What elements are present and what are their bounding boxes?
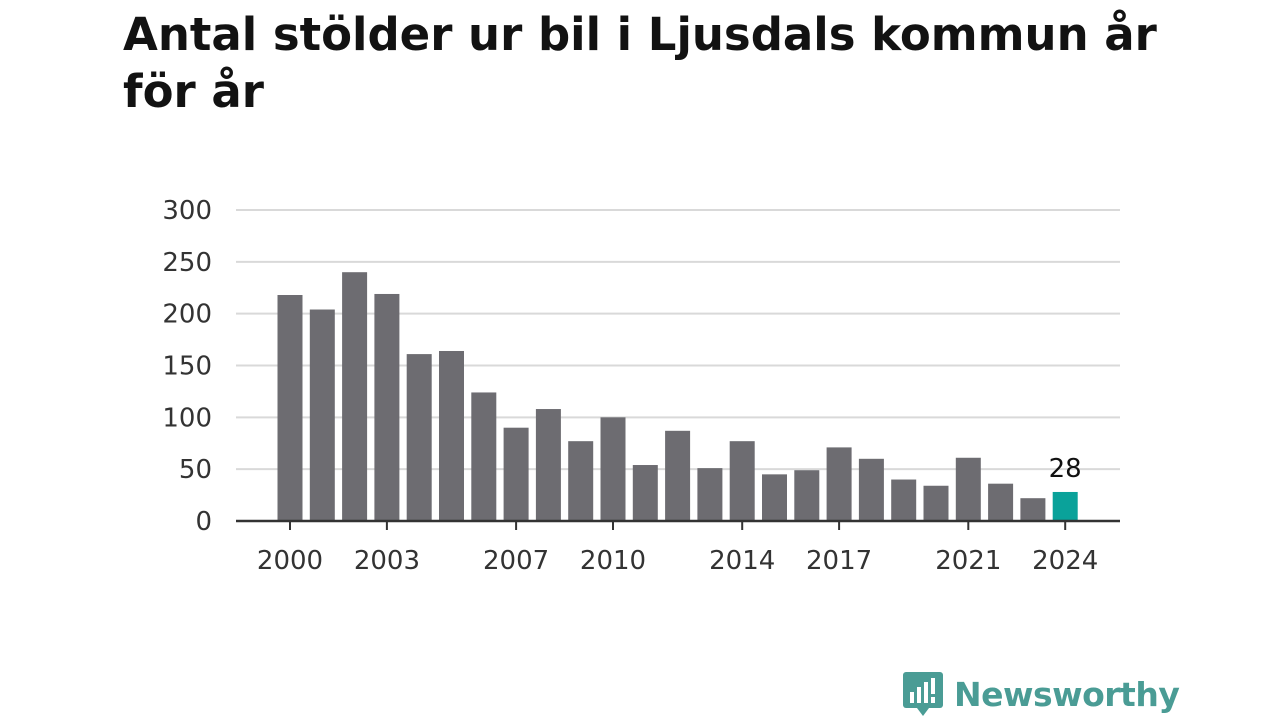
bar-2018 [858, 458, 884, 521]
x-tick-label: 2003 [354, 546, 420, 576]
bar-2015 [762, 474, 787, 521]
x-axis: 2000 2003 2007 2010 2014 2017 2021 2024 [236, 519, 1120, 576]
bar-2020 [923, 485, 949, 521]
bar-2005 [439, 350, 464, 521]
bar-2017 [826, 447, 852, 521]
bar-2024 [1052, 491, 1078, 521]
bars [277, 272, 1078, 521]
y-tick-label: 150 [162, 352, 212, 382]
y-tick-label: 200 [162, 300, 212, 330]
bar-2000 [277, 295, 303, 521]
bar-2022 [988, 483, 1014, 521]
bar-2002 [342, 272, 368, 521]
newsworthy-logo: Newsworthy [902, 670, 1180, 718]
bar-2004 [406, 354, 432, 521]
bar-2008 [535, 409, 561, 521]
bar-2014 [729, 441, 755, 521]
x-tick-label: 2024 [1032, 546, 1098, 576]
x-tick-label: 2021 [935, 546, 1001, 576]
x-tick-label: 2014 [709, 546, 775, 576]
y-tick-label: 50 [179, 455, 212, 485]
bar-2009 [568, 441, 594, 521]
bar-2007 [503, 427, 529, 521]
y-tick-label: 300 [162, 196, 212, 226]
x-tick-label: 2007 [483, 546, 549, 576]
bar-2012 [665, 430, 691, 521]
bar-2016 [794, 470, 820, 521]
value-label-2024: 28 [1049, 454, 1082, 484]
bar-2019 [891, 479, 917, 521]
bar-2010 [600, 417, 626, 521]
bar-2001 [309, 309, 335, 521]
bar-2011 [632, 465, 658, 521]
bar-2013 [697, 468, 723, 521]
x-tick-label: 2017 [806, 546, 872, 576]
y-axis-ticks: 0 50 100 150 200 250 300 [162, 196, 212, 537]
bar-2021 [955, 457, 981, 521]
x-tick-label: 2000 [257, 546, 323, 576]
chart-title: Antal stölder ur bil i Ljusdals kommun å… [123, 8, 1157, 118]
brand-name: Newsworthy [954, 674, 1180, 714]
bar-2003 [374, 293, 400, 521]
y-tick-label: 0 [195, 507, 212, 537]
newsworthy-logo-icon [903, 672, 943, 716]
y-tick-label: 100 [162, 403, 212, 433]
bar-2023 [1020, 498, 1046, 521]
data-labels: 28 [1049, 454, 1082, 484]
gridlines [236, 209, 1120, 471]
bar-2006 [471, 392, 497, 521]
x-tick-label: 2010 [580, 546, 646, 576]
y-tick-label: 250 [162, 248, 212, 278]
